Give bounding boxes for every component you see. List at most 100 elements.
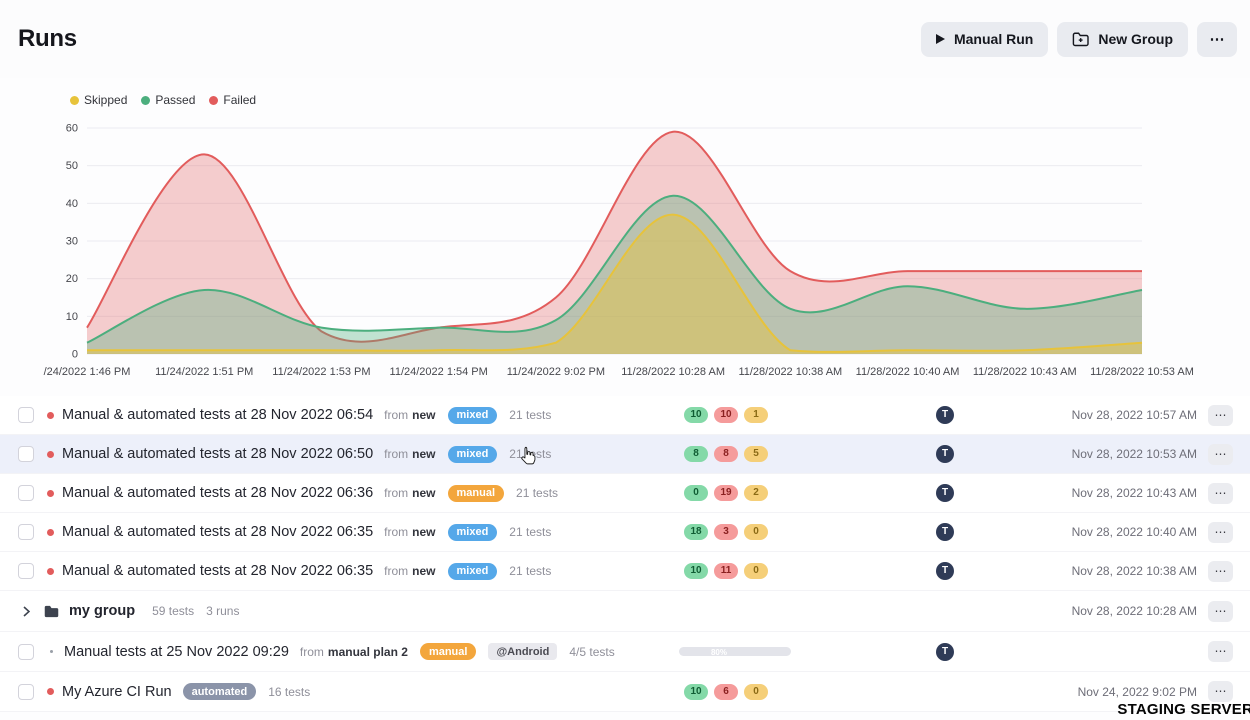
android-tag: @Android (488, 643, 558, 660)
row-more-button[interactable]: ⋯ (1208, 521, 1233, 543)
table-row[interactable]: Manual & automated tests at 28 Nov 2022 … (0, 396, 1250, 435)
manual-run-button[interactable]: Manual Run (920, 21, 1049, 57)
run-tests-count: 21 tests (509, 408, 552, 422)
skipped-count-badge: 2 (744, 485, 768, 501)
passed-count-badge: 10 (684, 407, 708, 423)
run-title[interactable]: Manual tests at 25 Nov 2022 09:29 (64, 643, 289, 660)
failed-status-dot (47, 528, 54, 536)
row-more-button[interactable]: ⋯ (1208, 404, 1233, 426)
passed-count-badge: 10 (684, 683, 708, 700)
run-tests-count: 21 tests (509, 447, 552, 461)
svg-text:50: 50 (66, 160, 78, 172)
run-title[interactable]: Manual & automated tests at 28 Nov 2022 … (62, 446, 374, 462)
svg-text:11/24/2022 1:54 PM: 11/24/2022 1:54 PM (390, 366, 488, 378)
svg-text:11/24/2022 9:02 PM: 11/24/2022 9:02 PM (507, 366, 605, 378)
run-title[interactable]: Manual & automated tests at 28 Nov 2022 … (62, 563, 374, 579)
svg-text:11/28/2022 10:38 AM: 11/28/2022 10:38 AM (738, 366, 842, 378)
row-checkbox[interactable] (18, 563, 34, 579)
new-group-button[interactable]: New Group (1057, 21, 1188, 57)
row-more-button[interactable]: ⋯ (1208, 641, 1233, 662)
group-row[interactable]: my group 59 tests 3 runs Nov 28, 2022 10… (0, 591, 1250, 632)
legend-label-passed: Passed (155, 93, 196, 107)
run-plan-name[interactable]: new (412, 564, 436, 578)
run-from-label: from (384, 564, 409, 578)
group-name[interactable]: my group (69, 603, 136, 619)
run-plan-name[interactable]: new (412, 486, 436, 500)
failed-status-dot (47, 688, 54, 695)
failed-status-dot (47, 450, 54, 458)
run-tests-count: 4/5 tests (569, 644, 615, 659)
avatar: T (936, 562, 954, 580)
row-checkbox[interactable] (18, 407, 34, 423)
failed-count-badge: 8 (714, 446, 738, 462)
table-row[interactable]: Manual tests at 25 Nov 2022 09:29 from m… (0, 632, 1250, 672)
runs-list: Manual & automated tests at 28 Nov 2022 … (0, 396, 1250, 712)
avatar: T (936, 406, 954, 424)
legend-label-skipped: Skipped (84, 93, 128, 107)
skipped-color-dot (70, 95, 79, 105)
svg-text:11/28/2022 10:40 AM: 11/28/2022 10:40 AM (856, 366, 960, 378)
row-checkbox[interactable] (18, 643, 34, 660)
passed-count-badge: 0 (684, 485, 708, 501)
row-checkbox[interactable] (18, 446, 34, 462)
run-title[interactable]: Manual & automated tests at 28 Nov 2022 … (62, 407, 374, 423)
failed-count-badge: 19 (714, 485, 738, 501)
run-date: Nov 28, 2022 10:40 AM (1071, 525, 1197, 539)
svg-text:11/28/2022 10:43 AM: 11/28/2022 10:43 AM (973, 366, 1077, 378)
run-results: 10 6 0 (684, 683, 768, 700)
failed-status-dot (47, 489, 54, 497)
group-tests-count: 59 tests (152, 604, 195, 618)
row-checkbox[interactable] (18, 683, 34, 700)
table-row[interactable]: Manual & automated tests at 28 Nov 2022 … (0, 513, 1250, 552)
play-icon (935, 34, 945, 44)
table-row[interactable]: Manual & automated tests at 28 Nov 2022 … (0, 552, 1250, 591)
svg-text:60: 60 (66, 123, 78, 135)
skipped-count-badge: 0 (744, 524, 768, 540)
run-date: Nov 28, 2022 10:38 AM (1071, 564, 1197, 578)
chevron-right-icon[interactable] (23, 605, 30, 617)
run-type-badge: mixed (447, 445, 498, 463)
run-title[interactable]: Manual & automated tests at 28 Nov 2022 … (62, 485, 374, 501)
staging-server-watermark: STAGING SERVER (1117, 701, 1250, 718)
row-more-button[interactable]: ⋯ (1208, 560, 1233, 582)
svg-text:11/28/2022 10:53 AM: 11/28/2022 10:53 AM (1090, 366, 1194, 378)
svg-text:30: 30 (66, 236, 78, 248)
avatar: T (936, 445, 954, 463)
passed-count-badge: 8 (684, 446, 708, 462)
run-tests-count: 16 tests (268, 684, 311, 699)
run-plan-name[interactable]: new (412, 525, 436, 539)
run-type-badge: mixed (447, 406, 498, 424)
avatar: T (936, 642, 954, 661)
row-more-button[interactable]: ⋯ (1208, 482, 1233, 504)
run-plan-name[interactable]: manual plan 2 (327, 644, 408, 659)
table-row[interactable]: My Azure CI Run automated 16 tests 10 6 … (0, 672, 1250, 712)
avatar: T (936, 484, 954, 502)
failed-status-dot (47, 567, 54, 575)
row-more-button[interactable]: ⋯ (1208, 681, 1233, 702)
row-checkbox[interactable] (18, 524, 34, 540)
row-more-button[interactable]: ⋯ (1208, 600, 1233, 622)
new-group-label: New Group (1098, 31, 1173, 47)
row-checkbox[interactable] (18, 485, 34, 501)
new-folder-icon (1072, 32, 1090, 47)
table-row[interactable]: Manual & automated tests at 28 Nov 2022 … (0, 474, 1250, 513)
table-row[interactable]: Manual & automated tests at 28 Nov 2022 … (0, 435, 1250, 474)
failed-count-badge: 3 (714, 524, 738, 540)
passed-count-badge: 10 (684, 563, 708, 579)
failed-status-dot (47, 411, 54, 419)
page-title: Runs (18, 25, 77, 52)
failed-count-badge: 11 (714, 563, 738, 579)
skipped-count-badge: 0 (744, 683, 768, 700)
skipped-count-badge: 1 (744, 407, 768, 423)
run-type-badge: manual (447, 484, 505, 502)
run-title[interactable]: Manual & automated tests at 28 Nov 2022 … (62, 524, 374, 540)
failed-color-dot (209, 95, 219, 105)
run-type-badge: manual (419, 643, 477, 660)
row-more-button[interactable]: ⋯ (1208, 443, 1233, 465)
header-more-button[interactable]: ⋯ (1197, 21, 1237, 57)
run-plan-name[interactable]: new (412, 447, 436, 461)
run-plan-name[interactable]: new (412, 408, 436, 422)
run-from-label: from (384, 486, 409, 500)
run-title[interactable]: My Azure CI Run (62, 683, 172, 700)
